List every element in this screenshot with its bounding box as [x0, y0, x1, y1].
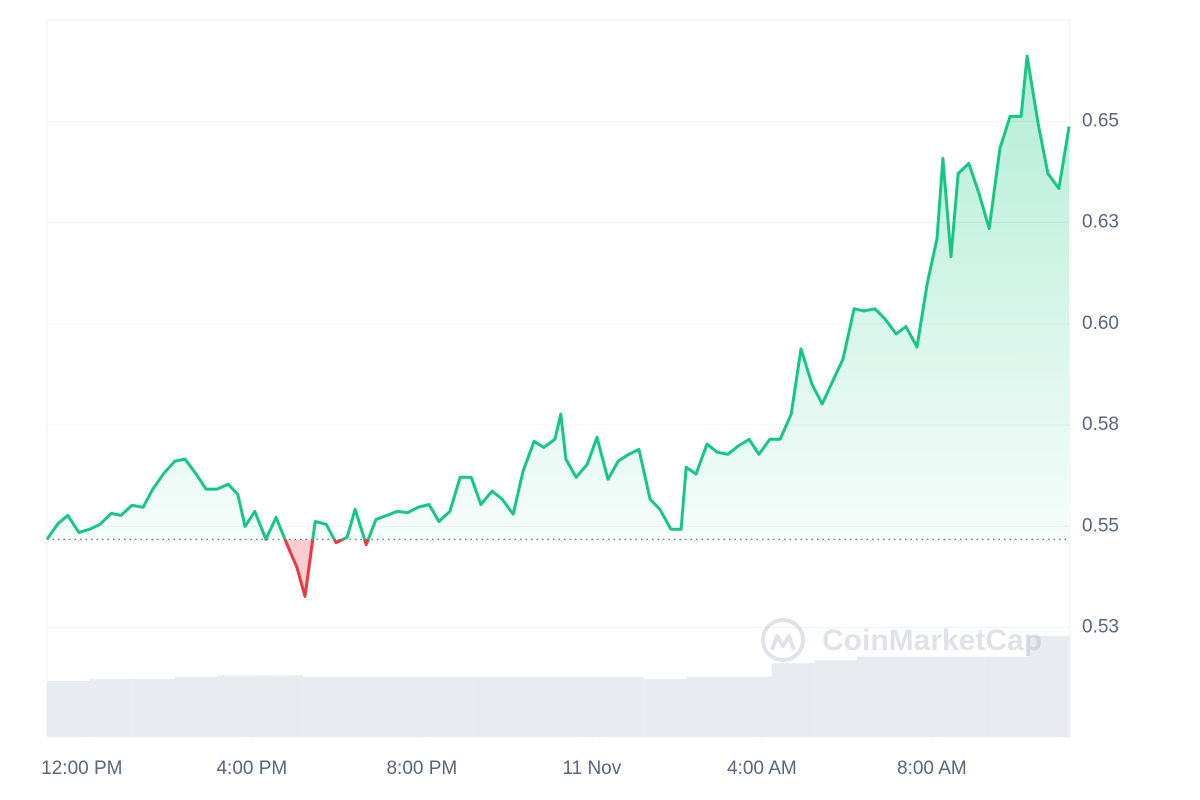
watermark-logo [761, 618, 805, 662]
volume-bar [515, 676, 559, 737]
volume-bar [47, 681, 90, 737]
x-tick-label: 4:00 PM [216, 758, 287, 779]
watermark-logo-mark [770, 634, 796, 651]
volume-layer [47, 635, 1070, 737]
volume-bar [643, 678, 687, 737]
volume-bar [388, 676, 431, 737]
volume-bar [473, 676, 516, 737]
plot-layer [45, 54, 1071, 598]
volume-bar [174, 676, 218, 737]
volume-bar [430, 676, 474, 737]
volume-bar [132, 678, 175, 737]
label-layer: 0.53 0.55 0.58 0.60 0.63 0.65 12:00 PM 4:00 PM 8… [41, 110, 1119, 779]
volume-bar [260, 675, 303, 737]
watermark: CoinMarketCap [761, 618, 1042, 662]
y-tick-label: 0.53 [1082, 617, 1119, 638]
volume-bar [814, 660, 857, 737]
y-tick-label: 0.63 [1082, 212, 1119, 233]
price-area [47, 56, 1070, 597]
x-tick-label: 12:00 PM [41, 758, 122, 779]
watermark-text: CoinMarketCap [822, 624, 1042, 657]
y-tick-label: 0.58 [1082, 414, 1119, 435]
volume-bar [942, 656, 985, 737]
volume-bar [771, 663, 815, 737]
volume-bar [558, 676, 602, 737]
volume-bar [984, 656, 1028, 737]
volume-bar [601, 676, 644, 737]
volume-bar [729, 676, 772, 737]
volume-bar [217, 675, 261, 737]
x-tick-label: 4:00 AM [727, 758, 797, 779]
x-tick-label: 11 Nov [562, 758, 621, 779]
volume-bar [345, 676, 388, 737]
volume-bar [89, 678, 133, 737]
volume-bar [686, 676, 729, 737]
x-tick-label: 8:00 PM [386, 758, 457, 779]
volume-bar [856, 656, 900, 737]
y-tick-label: 0.60 [1082, 313, 1119, 334]
y-tick-label: 0.55 [1082, 515, 1119, 536]
y-tick-label: 0.65 [1082, 110, 1119, 131]
x-tick-label: 8:00 AM [897, 758, 967, 779]
price-line [45, 54, 1071, 598]
volume-bar [302, 676, 346, 737]
volume-bar [899, 656, 943, 737]
volume-bar [1027, 635, 1070, 737]
